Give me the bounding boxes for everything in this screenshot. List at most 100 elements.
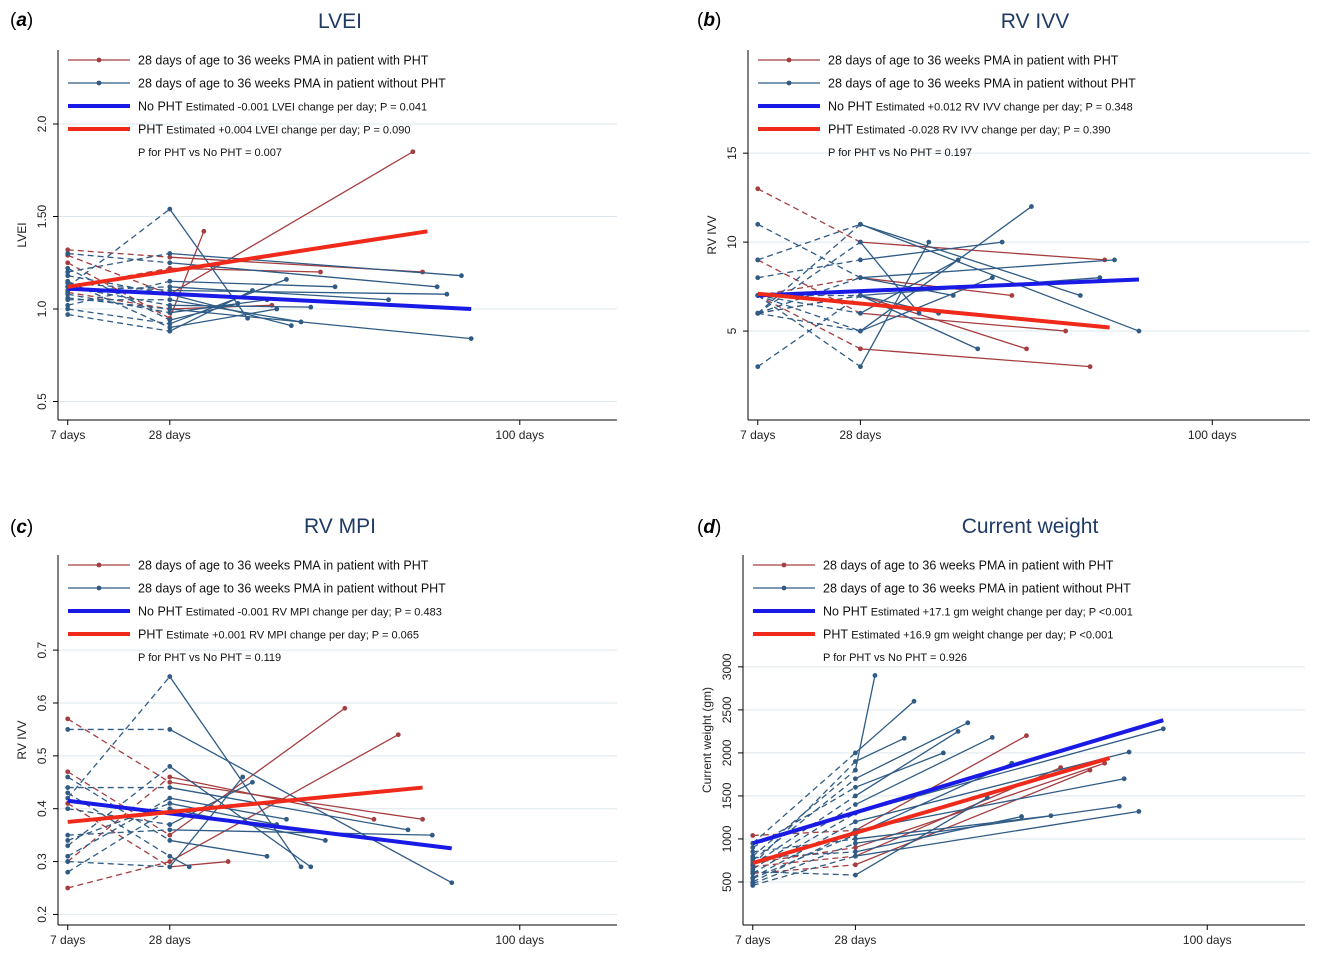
data-point [853,836,858,842]
data-point [65,869,71,875]
legend-marker [786,80,792,86]
chart-title: LVEI [318,10,362,33]
y-tick-label: 3000 [720,653,734,680]
data-point [434,284,440,290]
data-point [167,297,173,303]
patient-segment-early [752,842,856,885]
y-tick-label: 1.50 [35,204,49,228]
data-point [955,257,961,263]
data-point [858,310,863,316]
patient-segment-late [855,722,969,780]
patient-segment-late [854,675,876,771]
data-point [940,750,946,756]
nopht-fit-line [752,718,1164,846]
data-point [955,728,961,734]
patient-segment-late [169,293,292,327]
patient-segment-late [860,277,954,297]
data-point [405,827,411,833]
y-tick-label: 1500 [720,782,734,809]
legend-marker [781,562,787,568]
data-point [186,864,192,870]
data-point [167,321,173,327]
data-point [1029,204,1034,209]
data-point [1063,328,1069,334]
patient-segment-early [752,834,856,880]
data-point [853,776,858,782]
data-point [1097,275,1103,281]
panel-letter: (d) [697,517,721,538]
data-point [167,251,173,256]
patient-segment-early [67,291,170,310]
legend-label: 28 days of age to 36 weeks PMA in patien… [823,582,1131,596]
patient-segment-late [860,241,1003,261]
patient-segment-late [169,797,287,820]
patient-segment-early [67,293,170,314]
data-point [750,845,756,850]
data-point [750,869,756,875]
data-point [167,864,173,870]
patient-segment-early [67,676,171,799]
data-point [65,832,71,838]
patient-segment-late [860,348,1091,368]
data-point [750,883,756,888]
data-point [65,716,71,722]
chart-title: RV IVV [1001,10,1069,33]
data-point [167,254,173,260]
data-point [65,291,71,297]
data-point [750,876,756,881]
data-point [65,774,71,780]
data-point [853,793,858,799]
data-point [853,750,858,756]
patient-segment-early [757,223,861,261]
data-point [167,832,173,838]
chart-panel-c: (c) RV MPI 0.2 0.3 0.4 0.5 0.6 0.7 RV IVV 7 days 2… [10,515,617,947]
patient-segment-early [67,286,170,292]
patient-segment-early [67,802,171,868]
patient-segment-early [757,277,861,297]
patient-segment-early [757,223,861,279]
patient-segment-early [67,252,170,273]
data-point [65,306,71,312]
data-point [755,221,761,227]
x-tick-label: 100 days [1188,428,1237,442]
data-point [1136,328,1142,334]
data-point [750,849,756,855]
y-axis-label: LVEI [15,222,29,247]
patient-segment-late [855,736,993,806]
data-point [308,864,314,870]
patient-segment-late [169,781,253,826]
data-point [853,840,858,846]
data-point [65,269,71,275]
patient-segment-late [169,231,205,319]
patient-segment-early [757,259,861,279]
data-point [167,859,173,864]
data-point [950,293,956,298]
chart-title: Current weight [962,515,1099,538]
data-point [371,816,377,822]
data-point [167,284,173,290]
patient-segment-early [752,871,856,876]
data-point [1077,293,1083,298]
data-point [858,275,863,281]
x-tick-label: 28 days [839,428,881,442]
pht-fit-line [752,756,1111,865]
patient-segment-early [757,294,861,368]
data-point [853,759,858,764]
panel-letter: (c) [10,517,33,538]
data-point [1160,726,1166,732]
data-point [167,260,173,266]
legend-marker [96,57,102,63]
chart-panel-b: (b) RV IVV 5 10 15 RV IVV 7 days 28 days 100 day… [697,10,1310,442]
data-point [853,819,858,825]
data-point [167,779,173,785]
patient-segment-early [67,860,170,868]
data-point [167,325,173,330]
patient-segment-late [169,839,268,857]
data-point [235,301,241,306]
patient-segment-late [169,278,287,325]
data-point [225,859,231,864]
legend-label: 28 days of age to 36 weeks PMA in patien… [138,54,429,68]
data-point [853,784,858,790]
data-point [65,806,71,812]
x-tick-label: 100 days [495,933,544,947]
